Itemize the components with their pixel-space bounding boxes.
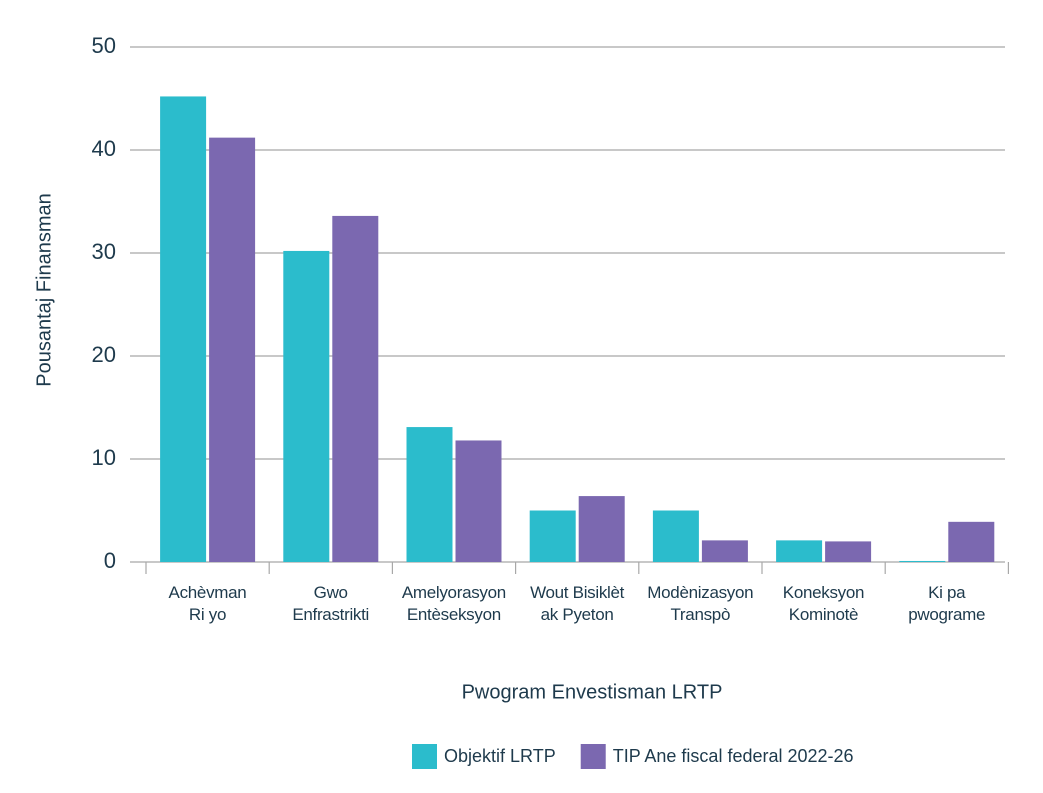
y-tick-label: 20 xyxy=(92,342,116,367)
bar xyxy=(776,540,823,562)
y-tick-label: 10 xyxy=(92,445,116,470)
bar xyxy=(529,510,576,562)
x-tick-label: Koneksyon Kominotè xyxy=(782,583,865,624)
legend-swatch xyxy=(580,744,606,769)
bar xyxy=(701,540,748,562)
y-tick-label: 30 xyxy=(92,239,116,264)
bar xyxy=(406,427,453,562)
legend-label: Objektif LRTP xyxy=(444,746,556,766)
bar xyxy=(332,215,379,563)
legend-label: TIP Ane fiscal federal 2022-26 xyxy=(613,746,854,766)
x-tick-label: Wout Bisiklèt ak Pyeton xyxy=(530,583,625,624)
y-axis-title: Pousantaj Finansman xyxy=(33,193,55,386)
bar xyxy=(825,541,872,562)
bar xyxy=(455,440,502,562)
x-tick-label: Ki pa pwograme xyxy=(908,583,986,624)
x-tick-label: Gwo Enfrastrikti xyxy=(292,583,370,624)
y-tick-label: 50 xyxy=(92,33,116,58)
legend-swatch xyxy=(412,744,437,769)
x-axis-title: Pwogram Envestisman LRTP xyxy=(462,681,723,703)
x-tick-label: Amelyorasyon Entèseksyon xyxy=(401,583,506,624)
x-tick-label: Modènizasyon Transpò xyxy=(647,583,754,624)
bar xyxy=(948,521,995,562)
bar xyxy=(160,96,207,562)
bar xyxy=(209,137,256,562)
x-tick-label: Achèvman Ri yo xyxy=(168,583,247,624)
bar xyxy=(578,496,625,562)
bar xyxy=(283,250,330,562)
y-tick-label: 40 xyxy=(92,136,116,161)
y-tick-label: 0 xyxy=(104,548,116,573)
bar xyxy=(899,560,946,562)
bar xyxy=(652,510,699,562)
